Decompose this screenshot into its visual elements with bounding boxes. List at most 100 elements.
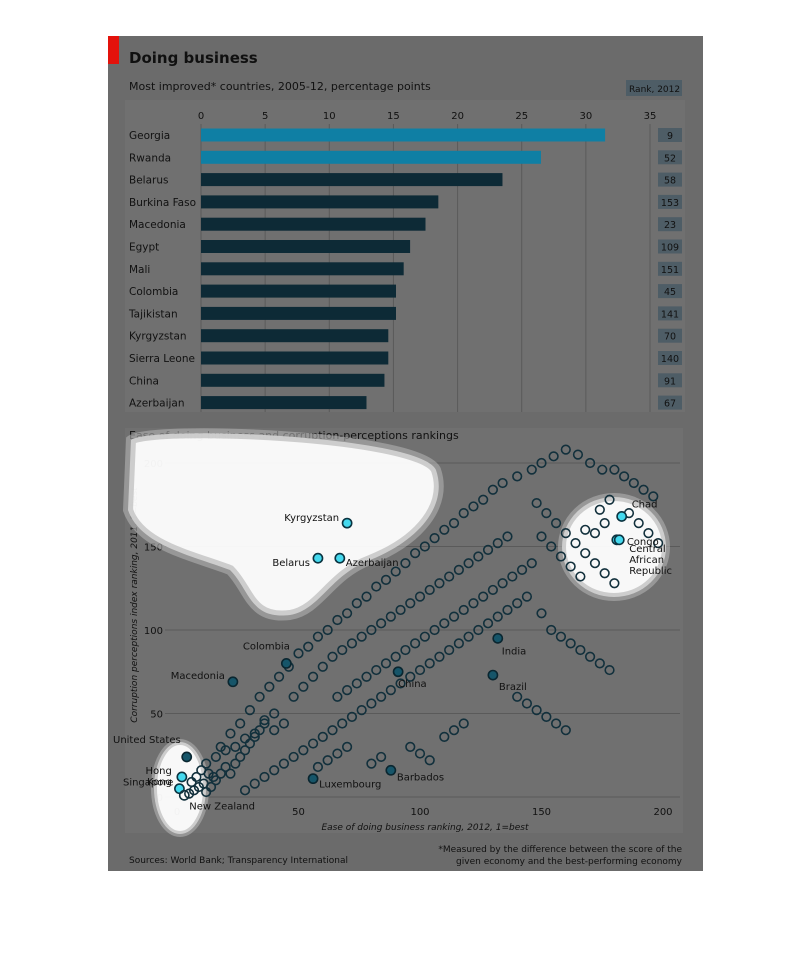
scatter-point bbox=[269, 765, 280, 776]
scatter-point bbox=[210, 751, 221, 763]
bar-category-label: Sierra Leone bbox=[129, 353, 195, 365]
bar bbox=[201, 351, 389, 365]
scatter-point bbox=[575, 644, 586, 656]
scatter-point-label: China bbox=[398, 679, 427, 690]
scatter-point bbox=[560, 444, 571, 455]
scatter-point bbox=[312, 761, 324, 773]
bar bbox=[201, 217, 426, 231]
scatter-point bbox=[239, 785, 251, 796]
rank-value: 109 bbox=[661, 243, 679, 254]
scatter-point bbox=[376, 691, 387, 702]
scatter-point bbox=[249, 728, 260, 739]
scatter-point bbox=[458, 604, 469, 616]
scatter-point bbox=[249, 778, 260, 789]
rank-box bbox=[658, 351, 682, 365]
scatter-point bbox=[507, 571, 518, 582]
scatter-point bbox=[463, 558, 474, 569]
scatter-point bbox=[521, 591, 533, 602]
scatter-point-label: Colombia bbox=[243, 641, 290, 652]
scatter-point bbox=[541, 711, 552, 722]
bar-x-tick-label: 0 bbox=[198, 111, 204, 122]
bar bbox=[201, 396, 367, 410]
rank-header: Rank, 2012 bbox=[629, 85, 680, 95]
scatter-point bbox=[512, 598, 523, 609]
scatter-labeled-point bbox=[392, 666, 404, 678]
scatter-point bbox=[536, 531, 547, 542]
scatter-point bbox=[604, 494, 615, 505]
scatter-point bbox=[371, 581, 382, 592]
rank-value: 23 bbox=[664, 220, 676, 231]
rank-value: 140 bbox=[661, 354, 679, 365]
bar bbox=[201, 128, 606, 142]
bar bbox=[201, 240, 411, 253]
bar-x-tick-label: 15 bbox=[387, 111, 400, 122]
scatter-point bbox=[444, 571, 455, 582]
scatter-point bbox=[235, 718, 246, 729]
bar-x-tick-label: 25 bbox=[515, 111, 528, 122]
scatter-point-label: Brazil bbox=[499, 682, 527, 693]
scatter-point bbox=[439, 524, 450, 535]
scatter-point bbox=[312, 631, 324, 642]
rank-value: 151 bbox=[661, 265, 679, 276]
rank-box bbox=[658, 306, 682, 321]
scatter-point bbox=[575, 571, 586, 582]
scatter-point bbox=[458, 507, 469, 519]
scatter-point bbox=[298, 681, 309, 692]
scatter-point bbox=[458, 718, 469, 729]
scatter-point bbox=[628, 477, 639, 489]
bar bbox=[201, 329, 389, 343]
scatter-point bbox=[230, 741, 241, 753]
scatter-point bbox=[342, 741, 353, 753]
scatter-point-label-line: Republic bbox=[629, 566, 672, 577]
bar-chart-subtitle: Most improved* countries, 2005-12, perce… bbox=[129, 80, 431, 93]
scatter-y-tick-label: 50 bbox=[150, 710, 163, 721]
scatter-point bbox=[346, 638, 358, 649]
scatter-point bbox=[424, 584, 435, 596]
scatter-point bbox=[376, 618, 387, 629]
scatter-point bbox=[560, 725, 571, 736]
scatter-point bbox=[546, 624, 557, 636]
scatter-y-tick-label: 100 bbox=[144, 626, 163, 637]
scatter-point bbox=[235, 751, 246, 763]
scatter-labeled-point bbox=[176, 771, 188, 783]
scatter-point bbox=[580, 548, 591, 559]
scatter-point bbox=[307, 738, 319, 749]
scatter-point bbox=[298, 745, 309, 756]
scatter-labeled-point bbox=[280, 658, 292, 669]
scatter-point bbox=[638, 484, 649, 495]
bar-x-tick-label: 35 bbox=[644, 111, 657, 122]
scatter-point-label: Macedonia bbox=[171, 671, 225, 682]
scatter-point bbox=[453, 564, 464, 575]
scatter-labeled-point bbox=[385, 764, 397, 776]
scatter-point bbox=[609, 464, 620, 475]
bar-category-label: Colombia bbox=[129, 286, 178, 298]
scatter-point bbox=[541, 507, 552, 519]
scatter-point bbox=[516, 564, 528, 575]
scatter-point bbox=[478, 494, 489, 505]
scatter-point bbox=[434, 651, 445, 662]
bar-x-tick-label: 30 bbox=[579, 111, 592, 122]
scatter-point-label: India bbox=[502, 646, 527, 657]
scatter-point bbox=[351, 598, 362, 609]
rank-value: 141 bbox=[661, 309, 679, 320]
rank-box bbox=[658, 217, 682, 232]
scatter-point bbox=[225, 728, 236, 739]
bar bbox=[201, 195, 439, 209]
rank-value: 153 bbox=[661, 198, 679, 209]
footnote-line1: *Measured by the difference between the … bbox=[438, 845, 682, 855]
scatter-point bbox=[303, 641, 314, 652]
bar bbox=[201, 284, 396, 298]
scatter-point bbox=[531, 497, 542, 509]
bar-category-label: Egypt bbox=[129, 242, 159, 254]
scatter-point bbox=[390, 651, 401, 662]
scatter-point bbox=[278, 718, 290, 729]
scatter-x-tick-label: 100 bbox=[410, 807, 429, 818]
scatter-point bbox=[395, 604, 406, 616]
scatter-point bbox=[619, 471, 630, 482]
scatter-point bbox=[609, 578, 620, 589]
scatter-point bbox=[653, 538, 664, 549]
scatter-labeled-point bbox=[341, 517, 353, 529]
scatter-point bbox=[599, 518, 610, 529]
scatter-point bbox=[429, 533, 440, 544]
scatter-point bbox=[356, 631, 367, 642]
